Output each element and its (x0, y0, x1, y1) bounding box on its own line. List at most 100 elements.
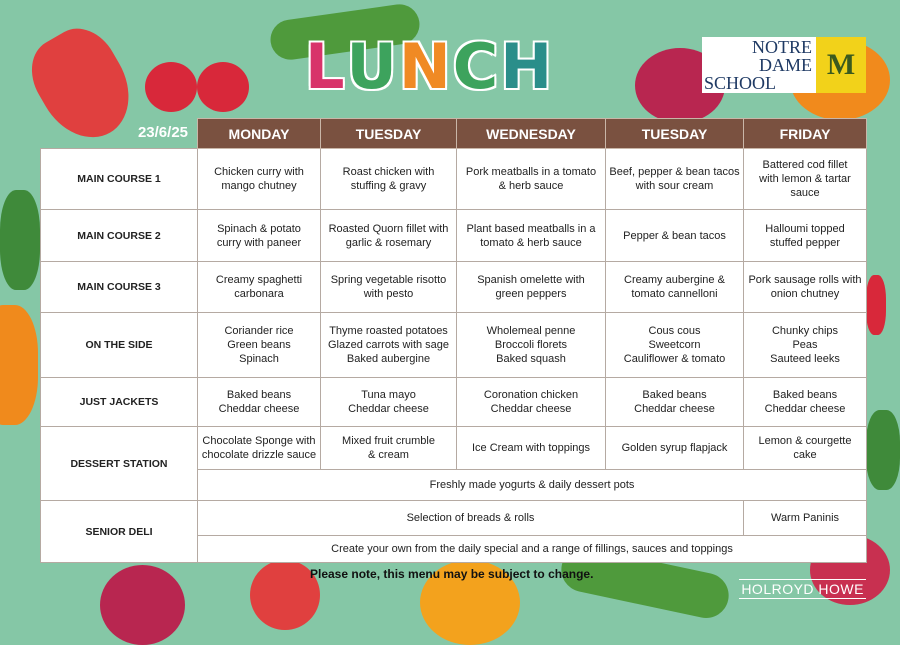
day-header: FRIDAY (743, 118, 867, 149)
dish-line: Chocolate Sponge with (202, 435, 316, 447)
menu-row: ON THE SIDE Coriander rice Green beans Spin… (40, 312, 867, 378)
logo-line: NOTRE (752, 37, 812, 57)
dish-line: Green beans (227, 339, 291, 351)
dish-line: Cheddar cheese (348, 403, 429, 415)
menu-cell: Tuna mayo Cheddar cheese (320, 377, 457, 427)
dish-line: stuffed pepper (769, 236, 841, 249)
leaf-illustration (0, 190, 40, 290)
pepper-illustration (0, 305, 38, 425)
dish-line: Cauliflower & tomato (623, 353, 726, 365)
title-letter: C (451, 30, 499, 103)
dish-line: cake (793, 449, 817, 461)
menu-cell: Creamy aubergine & tomato cannelloni (605, 261, 744, 313)
leaf-illustration (866, 410, 900, 490)
menu-cell: Battered cod fillet with lemon & tartar sa… (743, 148, 867, 210)
menu-cell: Coriander rice Green beans Spinach (197, 312, 321, 378)
course-label: ON THE SIDE (40, 312, 198, 378)
dish-line: Baked beans (226, 389, 292, 401)
dish-line: green peppers (495, 288, 567, 300)
dish-line: tomato & herb sauce (480, 236, 582, 249)
dish-line: Chunky chips (771, 325, 839, 337)
dish-line: Coriander rice (224, 325, 294, 337)
dish-line: sauce (790, 187, 820, 199)
dish-line: Beef, pepper & bean tacos (609, 166, 740, 178)
course-label: SENIOR DELI (40, 500, 198, 563)
dish-line: Peas (792, 339, 818, 351)
menu-cell: Creamy spaghetti carbonara (197, 261, 321, 313)
menu-cell: Baked beans Cheddar cheese (197, 377, 321, 427)
deli-create-row: Create your own from the daily special a… (41, 535, 867, 563)
menu-row: MAIN COURSE 2 Spinach & potato curry with … (40, 209, 867, 262)
pepper-illustration (866, 275, 886, 335)
course-label: MAIN COURSE 1 (40, 148, 198, 210)
dish-line: Plant based meatballs in a (466, 222, 596, 235)
dish-line: with sour cream (635, 180, 714, 192)
dish-line: Chicken curry with (214, 166, 304, 178)
dish-line: Halloumi topped (765, 222, 845, 235)
menu-cell: Warm Paninis (743, 500, 867, 536)
menu-row: MAIN COURSE 1 Chicken curry with mango chu… (40, 148, 867, 210)
logo-line: SCHOOL (704, 73, 777, 93)
menu-cell: Spanish omelette with green peppers (456, 261, 606, 313)
dish-line: with pesto (363, 288, 414, 300)
menu-cell: Spinach & potato curry with paneer (197, 209, 321, 262)
dish-line: carbonara (234, 288, 284, 300)
dish-line: Pepper & bean tacos (623, 229, 726, 242)
day-header-row: MONDAY TUESDAY WEDNESDAY TUESDAY FRIDAY (41, 118, 867, 149)
menu-cell: Halloumi topped stuffed pepper (743, 209, 867, 262)
dish-line: & cream (368, 449, 409, 461)
menu-cell: Thyme roasted potatoes Glazed carrots wit… (320, 312, 457, 378)
dish-line: Cheddar cheese (764, 403, 846, 415)
dish-line: onion chutney (770, 288, 840, 300)
course-label: MAIN COURSE 2 (40, 209, 198, 262)
corner (41, 119, 198, 149)
menu-cell: Pork meatballs in a tomato & herb sauce (456, 148, 606, 210)
menu-cell: Wholemeal penne Broccoli florets Baked squ… (456, 312, 606, 378)
menu-cell: Chicken curry with mango chutney (197, 148, 321, 210)
dish-line: Cheddar cheese (218, 403, 300, 415)
dish-line: Mixed fruit crumble (342, 435, 435, 447)
dish-line: Coronation chicken (483, 389, 579, 401)
day-header: MONDAY (197, 118, 321, 149)
dish-line: Cheddar cheese (490, 403, 572, 415)
menu-date: 23/6/25 (137, 124, 188, 141)
dish-line: Creamy spaghetti (215, 274, 303, 286)
logo-line: DAME (759, 55, 812, 75)
dish-line: Cous cous (648, 325, 701, 337)
menu-cell: Plant based meatballs in a tomato & herb … (456, 209, 606, 262)
dish-line: Golden syrup flapjack (621, 442, 728, 454)
cherry-illustration (145, 62, 197, 112)
menu-cell: Beef, pepper & bean tacos with sour cream (605, 148, 744, 210)
menu-cell: Baked beans Cheddar cheese (743, 377, 867, 427)
menu-cell: Spring vegetable risotto with pesto (320, 261, 457, 313)
beetroot-illustration (100, 565, 185, 645)
dish-line: chocolate drizzle sauce (201, 449, 317, 461)
menu-row: MAIN COURSE 3 Creamy spaghetti carbonara Sp… (40, 261, 867, 313)
dish-line: Sweetcorn (648, 339, 701, 351)
menu-cell: Selection of breads & rolls (197, 500, 744, 536)
dish-line: curry with paneer (216, 236, 302, 249)
title-letter: N (397, 30, 452, 103)
dish-line: mango chutney (221, 180, 297, 192)
course-label: JUST JACKETS (40, 377, 198, 427)
dish-line: Battered cod fillet (762, 159, 848, 171)
menu-cell: Roasted Quorn fillet with garlic & rosema… (320, 209, 457, 262)
school-logo: NOTRE DAME SCHOOL M (702, 37, 866, 93)
dessert-daily-row: Freshly made yogurts & daily dessert pot… (41, 469, 867, 501)
menu-cell: Cous cous Sweetcorn Cauliflower & tomato (605, 312, 744, 378)
strawberry-illustration (250, 560, 320, 630)
crest-monogram: M (826, 48, 856, 81)
dish-line: Lemon & courgette (758, 435, 852, 447)
dish-line: Ice Cream with toppings (472, 442, 590, 454)
menu-row: JUST JACKETS Baked beans Cheddar cheese Tun… (40, 377, 867, 427)
dish-line: Tuna mayo (361, 389, 416, 401)
menu-cell: Freshly made yogurts & daily dessert pot… (197, 469, 867, 501)
dish-line: Broccoli florets (494, 339, 568, 351)
course-label: MAIN COURSE 3 (40, 261, 198, 313)
title-letter: H (499, 30, 554, 103)
pepper-illustration (420, 560, 520, 645)
menu-cell: Pepper & bean tacos (605, 209, 744, 262)
menu-cell: Pork sausage rolls with onion chutney (743, 261, 867, 313)
dish-line: Glazed carrots with sage (327, 339, 450, 351)
menu-cell: Create your own from the daily special a… (197, 535, 867, 563)
